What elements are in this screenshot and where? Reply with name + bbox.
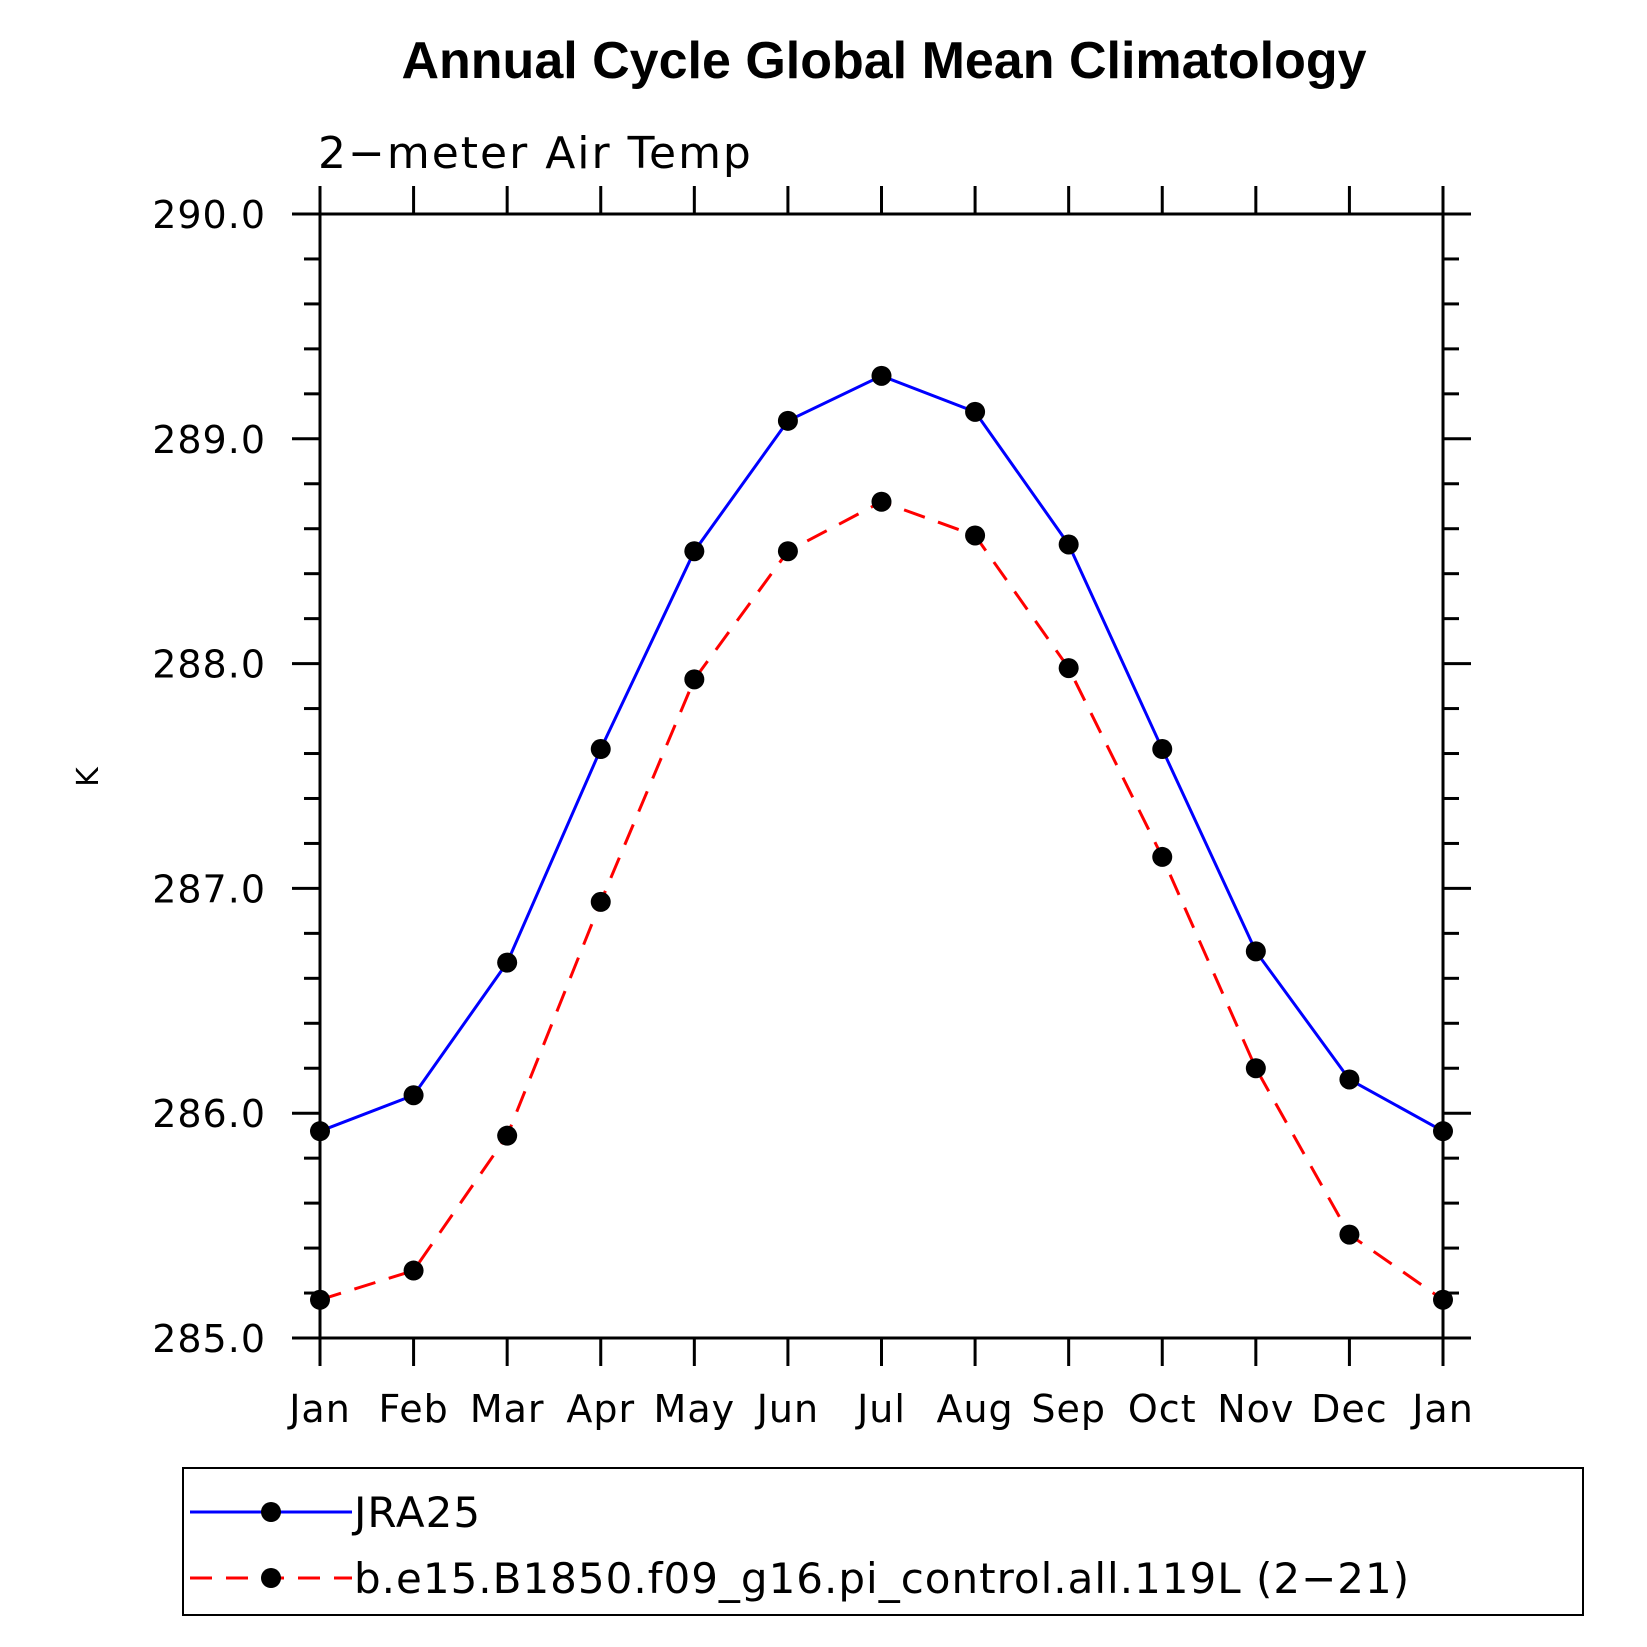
data-point bbox=[1058, 534, 1079, 555]
data-point bbox=[777, 541, 798, 562]
data-point bbox=[1152, 846, 1173, 867]
data-point bbox=[590, 739, 611, 760]
data-point bbox=[871, 365, 892, 386]
tick-labels: Jan Feb Mar Apr May Jun Jul Aug Sep Oct Nov Dec Jan 2… bbox=[152, 193, 1474, 1431]
data-point bbox=[1152, 739, 1173, 760]
x-tick-label: Apr bbox=[566, 1387, 635, 1431]
data-point bbox=[871, 491, 892, 512]
x-tick-label: Jul bbox=[855, 1387, 906, 1431]
x-tick-label: Oct bbox=[1128, 1387, 1197, 1431]
axis-ticks bbox=[292, 186, 1471, 1366]
y-tick-label: 290.0 bbox=[152, 193, 266, 237]
y-tick-label: 285.0 bbox=[152, 1317, 266, 1361]
y-tick-label: 288.0 bbox=[152, 643, 266, 687]
x-tick-label: Nov bbox=[1217, 1387, 1294, 1431]
x-tick-label: Jan bbox=[287, 1387, 351, 1431]
legend-box bbox=[182, 1467, 1584, 1616]
data-point bbox=[1245, 941, 1266, 962]
y-tick-label: 286.0 bbox=[152, 1092, 266, 1136]
series-line bbox=[319, 374, 1444, 1133]
legend-marker bbox=[261, 1568, 281, 1588]
data-point bbox=[965, 401, 986, 422]
data-point bbox=[684, 669, 705, 690]
x-tick-label: Aug bbox=[936, 1387, 1013, 1431]
legend: JRA25 b.e15.B1850.f09_g16.pi_control.all.… bbox=[182, 1467, 1584, 1616]
data-point bbox=[590, 891, 611, 912]
legend-marker bbox=[261, 1502, 281, 1522]
chart-subtitle: 2−meter Air Temp bbox=[318, 128, 753, 179]
legend-label: JRA25 bbox=[351, 1488, 481, 1537]
data-point bbox=[965, 525, 986, 546]
data-point bbox=[777, 410, 798, 431]
data-point bbox=[310, 1289, 330, 1310]
data-point bbox=[403, 1260, 424, 1281]
y-tick-label: 289.0 bbox=[152, 418, 266, 462]
data-point bbox=[1058, 658, 1079, 679]
y-tick-label: 287.0 bbox=[152, 867, 266, 911]
series-layer bbox=[319, 374, 1444, 1302]
data-point bbox=[403, 1085, 424, 1106]
x-tick-label: Jan bbox=[1410, 1387, 1474, 1431]
data-point bbox=[310, 1121, 330, 1142]
data-point bbox=[684, 541, 705, 562]
x-tick-label: May bbox=[654, 1387, 736, 1431]
data-point bbox=[1433, 1289, 1453, 1310]
x-tick-label: Sep bbox=[1031, 1387, 1106, 1431]
legend-label: b.e15.B1850.f09_g16.pi_control.all.119L … bbox=[354, 1554, 1410, 1603]
x-tick-label: Mar bbox=[470, 1387, 545, 1431]
y-axis-label: K bbox=[71, 766, 106, 787]
data-point bbox=[1245, 1058, 1266, 1079]
data-point bbox=[497, 952, 518, 973]
markers-layer bbox=[310, 365, 1453, 1310]
data-point bbox=[1339, 1224, 1360, 1245]
data-point bbox=[1339, 1069, 1360, 1090]
series-line bbox=[319, 500, 1444, 1302]
data-point bbox=[1433, 1121, 1453, 1142]
x-tick-label: Dec bbox=[1311, 1387, 1388, 1431]
data-point bbox=[497, 1125, 518, 1146]
legend-items: JRA25 b.e15.B1850.f09_g16.pi_control.all.… bbox=[190, 1488, 1410, 1603]
chart-title: Annual Cycle Global Mean Climatology bbox=[401, 32, 1366, 90]
x-tick-label: Feb bbox=[378, 1387, 448, 1431]
plot-frame bbox=[318, 212, 1445, 1340]
x-tick-label: Jun bbox=[755, 1387, 819, 1431]
